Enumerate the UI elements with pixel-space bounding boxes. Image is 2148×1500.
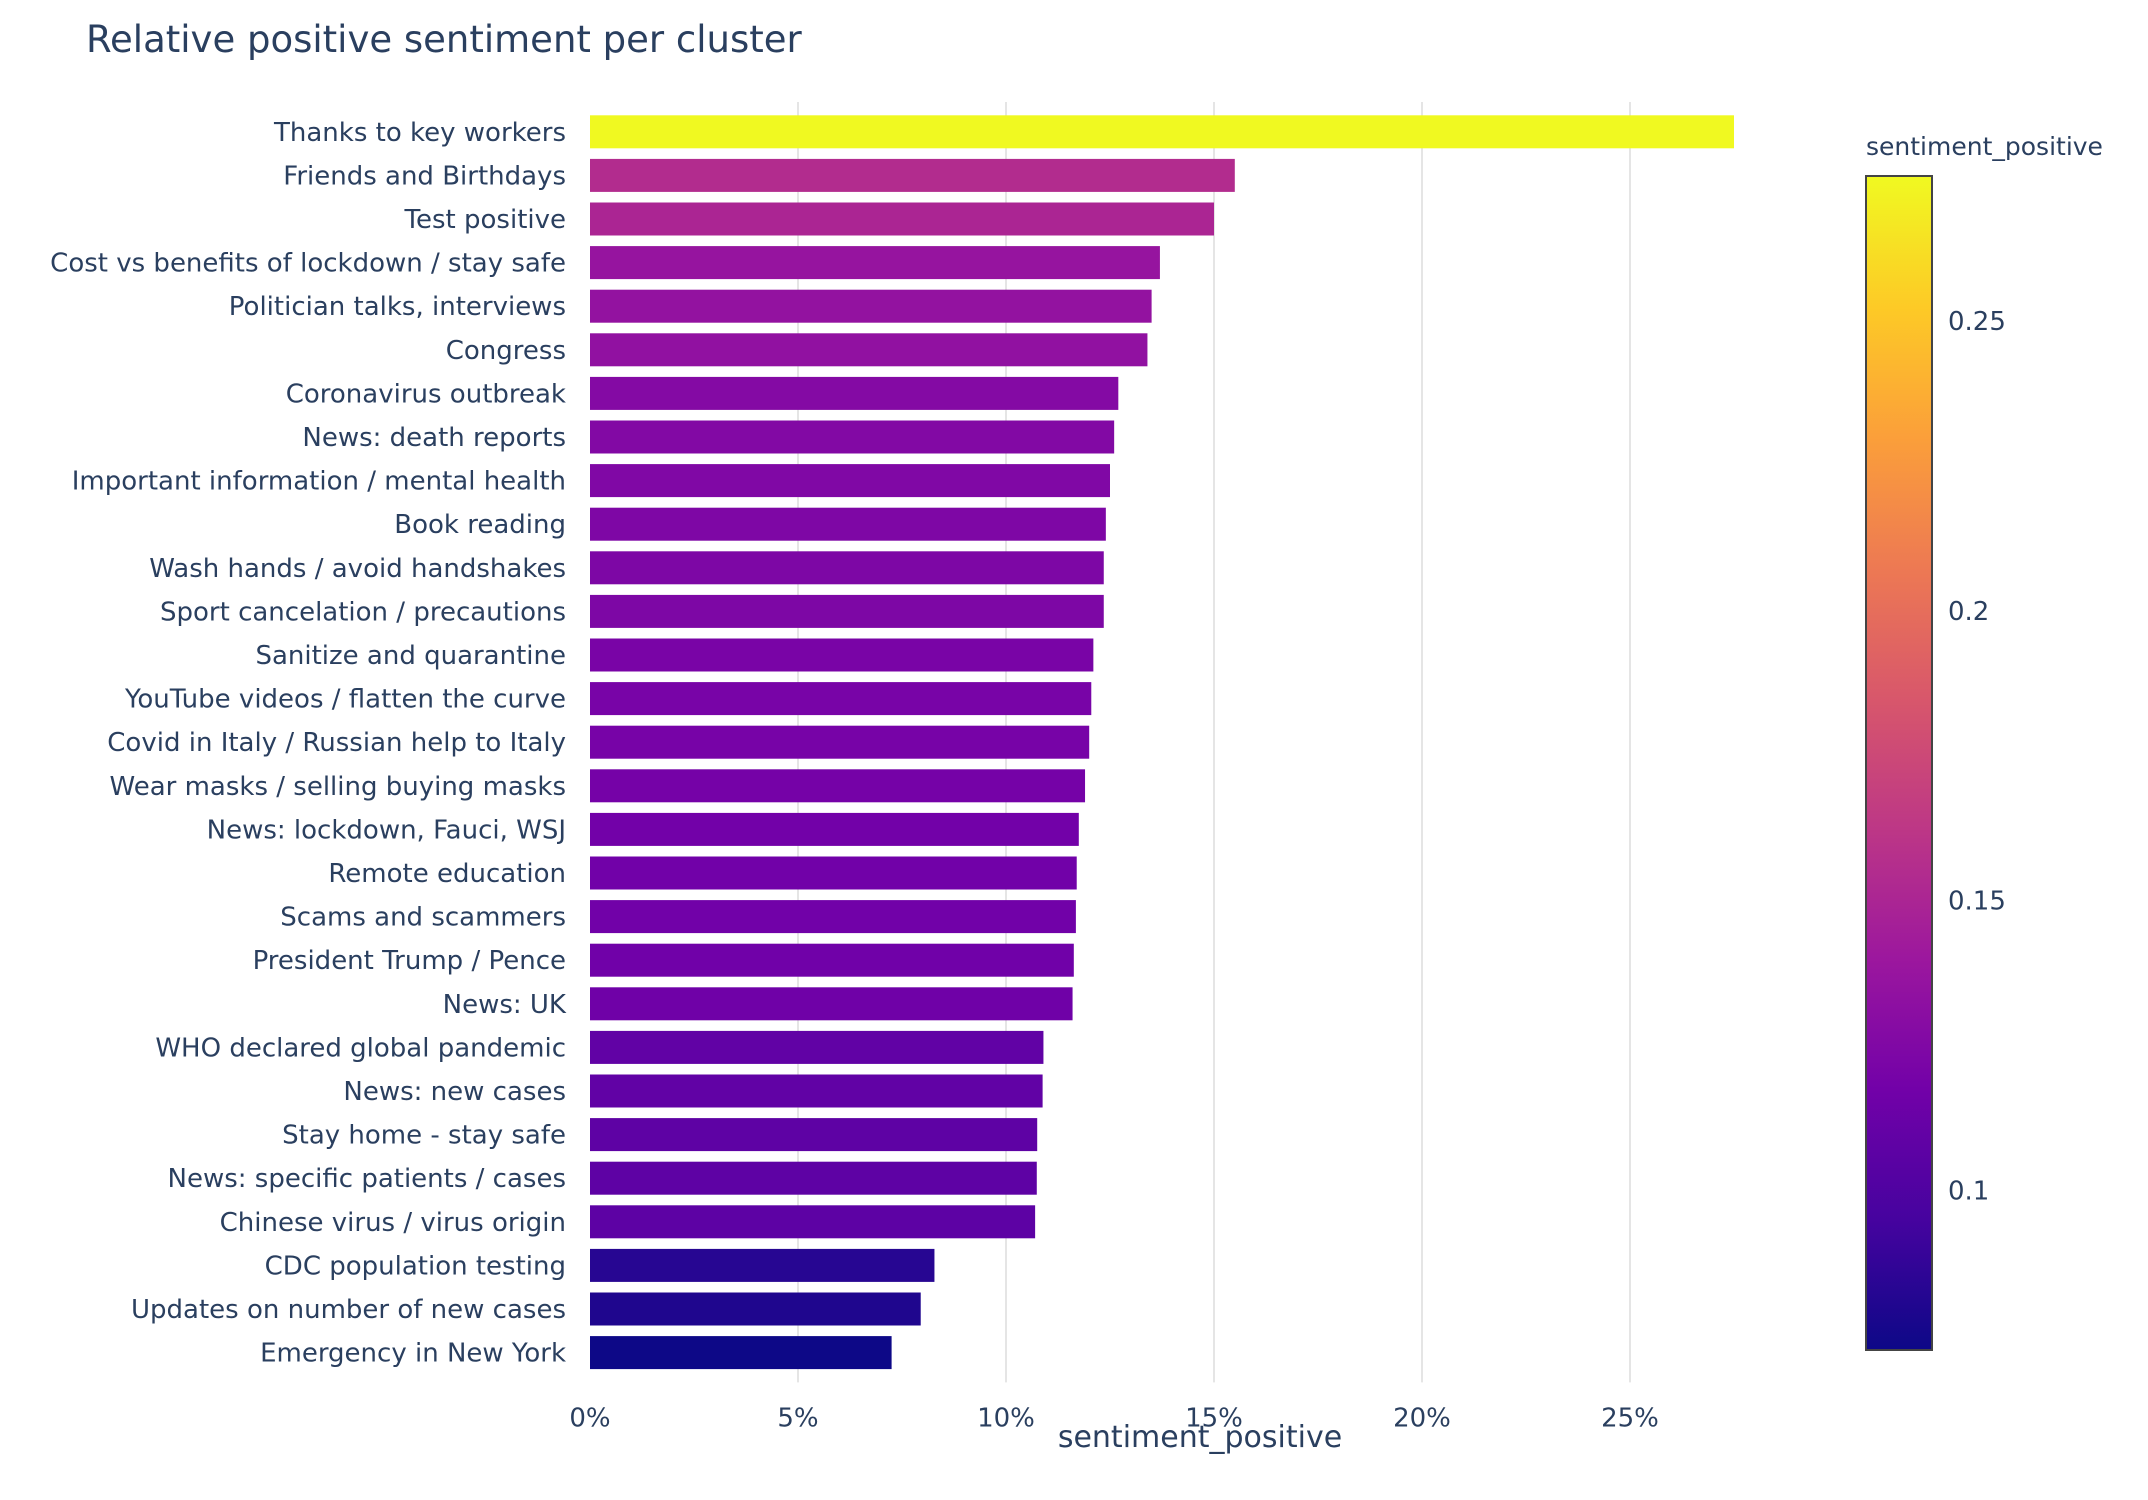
- bar[interactable]: [590, 856, 1077, 890]
- y-tick-label: Updates on number of new cases: [131, 1295, 566, 1325]
- x-tick-label: 10%: [977, 1403, 1035, 1433]
- y-tick-label: Test positive: [404, 205, 566, 235]
- y-tick-label: Emergency in New York: [260, 1339, 566, 1369]
- bar[interactable]: [590, 1336, 892, 1370]
- y-tick-label: Book reading: [394, 510, 566, 540]
- colorbar-tick-label: 0.2: [1948, 597, 1989, 627]
- y-tick-label: News: specific patients / cases: [168, 1164, 566, 1194]
- y-tick-label: Friends and Birthdays: [283, 161, 566, 191]
- bar[interactable]: [590, 943, 1074, 977]
- bar[interactable]: [590, 1248, 935, 1282]
- y-tick-label: Wash hands / avoid handshakes: [149, 554, 566, 584]
- y-tick-label: News: lockdown, Fauci, WSJ: [207, 815, 566, 845]
- bar[interactable]: [590, 725, 1090, 759]
- y-tick-label: Thanks to key workers: [273, 118, 566, 148]
- bar[interactable]: [590, 1030, 1044, 1064]
- bar[interactable]: [590, 1074, 1043, 1108]
- y-tick-label: News: UK: [443, 990, 567, 1020]
- y-tick-label: Congress: [446, 336, 566, 366]
- bar[interactable]: [590, 1118, 1038, 1152]
- bar[interactable]: [590, 682, 1092, 716]
- colorbar-gradient: [1865, 175, 1933, 1351]
- x-tick-label: 0%: [569, 1403, 610, 1433]
- y-tick-label: Covid in Italy / Russian help to Italy: [107, 728, 566, 758]
- y-tick-label: YouTube videos / flatten the curve: [124, 685, 566, 715]
- bar[interactable]: [590, 115, 1734, 149]
- bar[interactable]: [590, 246, 1160, 280]
- bar[interactable]: [590, 507, 1106, 541]
- y-tick-label: News: new cases: [343, 1077, 566, 1107]
- bar[interactable]: [590, 812, 1079, 846]
- colorbar: 0.1 0.15 0.2 0.25: [1865, 175, 2006, 1351]
- chart-title: Relative positive sentiment per cluster: [86, 18, 802, 61]
- bar[interactable]: [590, 987, 1073, 1021]
- y-tick-label: Wear masks / selling buying masks: [110, 772, 566, 802]
- y-tick-label: Politician talks, interviews: [229, 292, 566, 322]
- y-tick-label: WHO declared global pandemic: [155, 1033, 566, 1063]
- bar[interactable]: [590, 1292, 921, 1326]
- colorbar-title: sentiment_positive: [1866, 132, 2103, 161]
- x-tick-labels: 0% 5% 10% 15% 20% 25%: [569, 1403, 1659, 1433]
- bar[interactable]: [590, 289, 1152, 323]
- x-axis-title: sentiment_positive: [1057, 1420, 1343, 1455]
- x-tick-label: 15%: [1185, 1403, 1243, 1433]
- y-tick-label: Remote education: [328, 859, 566, 889]
- bar[interactable]: [590, 1205, 1036, 1239]
- y-tick-label: News: death reports: [302, 423, 566, 453]
- bar[interactable]: [590, 638, 1094, 672]
- bar[interactable]: [590, 551, 1104, 585]
- y-tick-label: Cost vs benefits of lockdown / stay safe: [50, 249, 566, 279]
- x-tick-label: 25%: [1601, 1403, 1659, 1433]
- y-tick-label: Sanitize and quarantine: [255, 641, 566, 671]
- y-tick-labels: Thanks to key workers Friends and Birthda…: [50, 118, 567, 1369]
- bar[interactable]: [590, 594, 1104, 628]
- colorbar-tick-label: 0.1: [1948, 1177, 1989, 1207]
- bar[interactable]: [590, 202, 1214, 236]
- x-tick-label: 20%: [1393, 1403, 1451, 1433]
- y-tick-label: Sport cancelation / precautions: [160, 597, 566, 627]
- y-tick-label: Stay home - stay safe: [282, 1121, 566, 1151]
- colorbar-tick-label: 0.25: [1948, 307, 2006, 337]
- bar[interactable]: [590, 900, 1076, 934]
- colorbar-tick-label: 0.15: [1948, 887, 2006, 917]
- y-tick-label: President Trump / Pence: [253, 946, 566, 976]
- y-tick-label: Important information / mental health: [72, 467, 566, 497]
- y-tick-label: CDC population testing: [265, 1251, 566, 1281]
- bars: [590, 115, 1734, 1370]
- bar[interactable]: [590, 333, 1148, 367]
- y-tick-label: Scams and scammers: [280, 903, 566, 933]
- y-tick-label: Coronavirus outbreak: [286, 379, 566, 409]
- bar[interactable]: [590, 769, 1086, 803]
- bar[interactable]: [590, 158, 1235, 192]
- bar[interactable]: [590, 1161, 1037, 1195]
- x-tick-label: 5%: [777, 1403, 818, 1433]
- bar[interactable]: [590, 464, 1110, 498]
- y-tick-label: Chinese virus / virus origin: [220, 1208, 566, 1238]
- bar[interactable]: [590, 420, 1115, 454]
- bar[interactable]: [590, 376, 1119, 410]
